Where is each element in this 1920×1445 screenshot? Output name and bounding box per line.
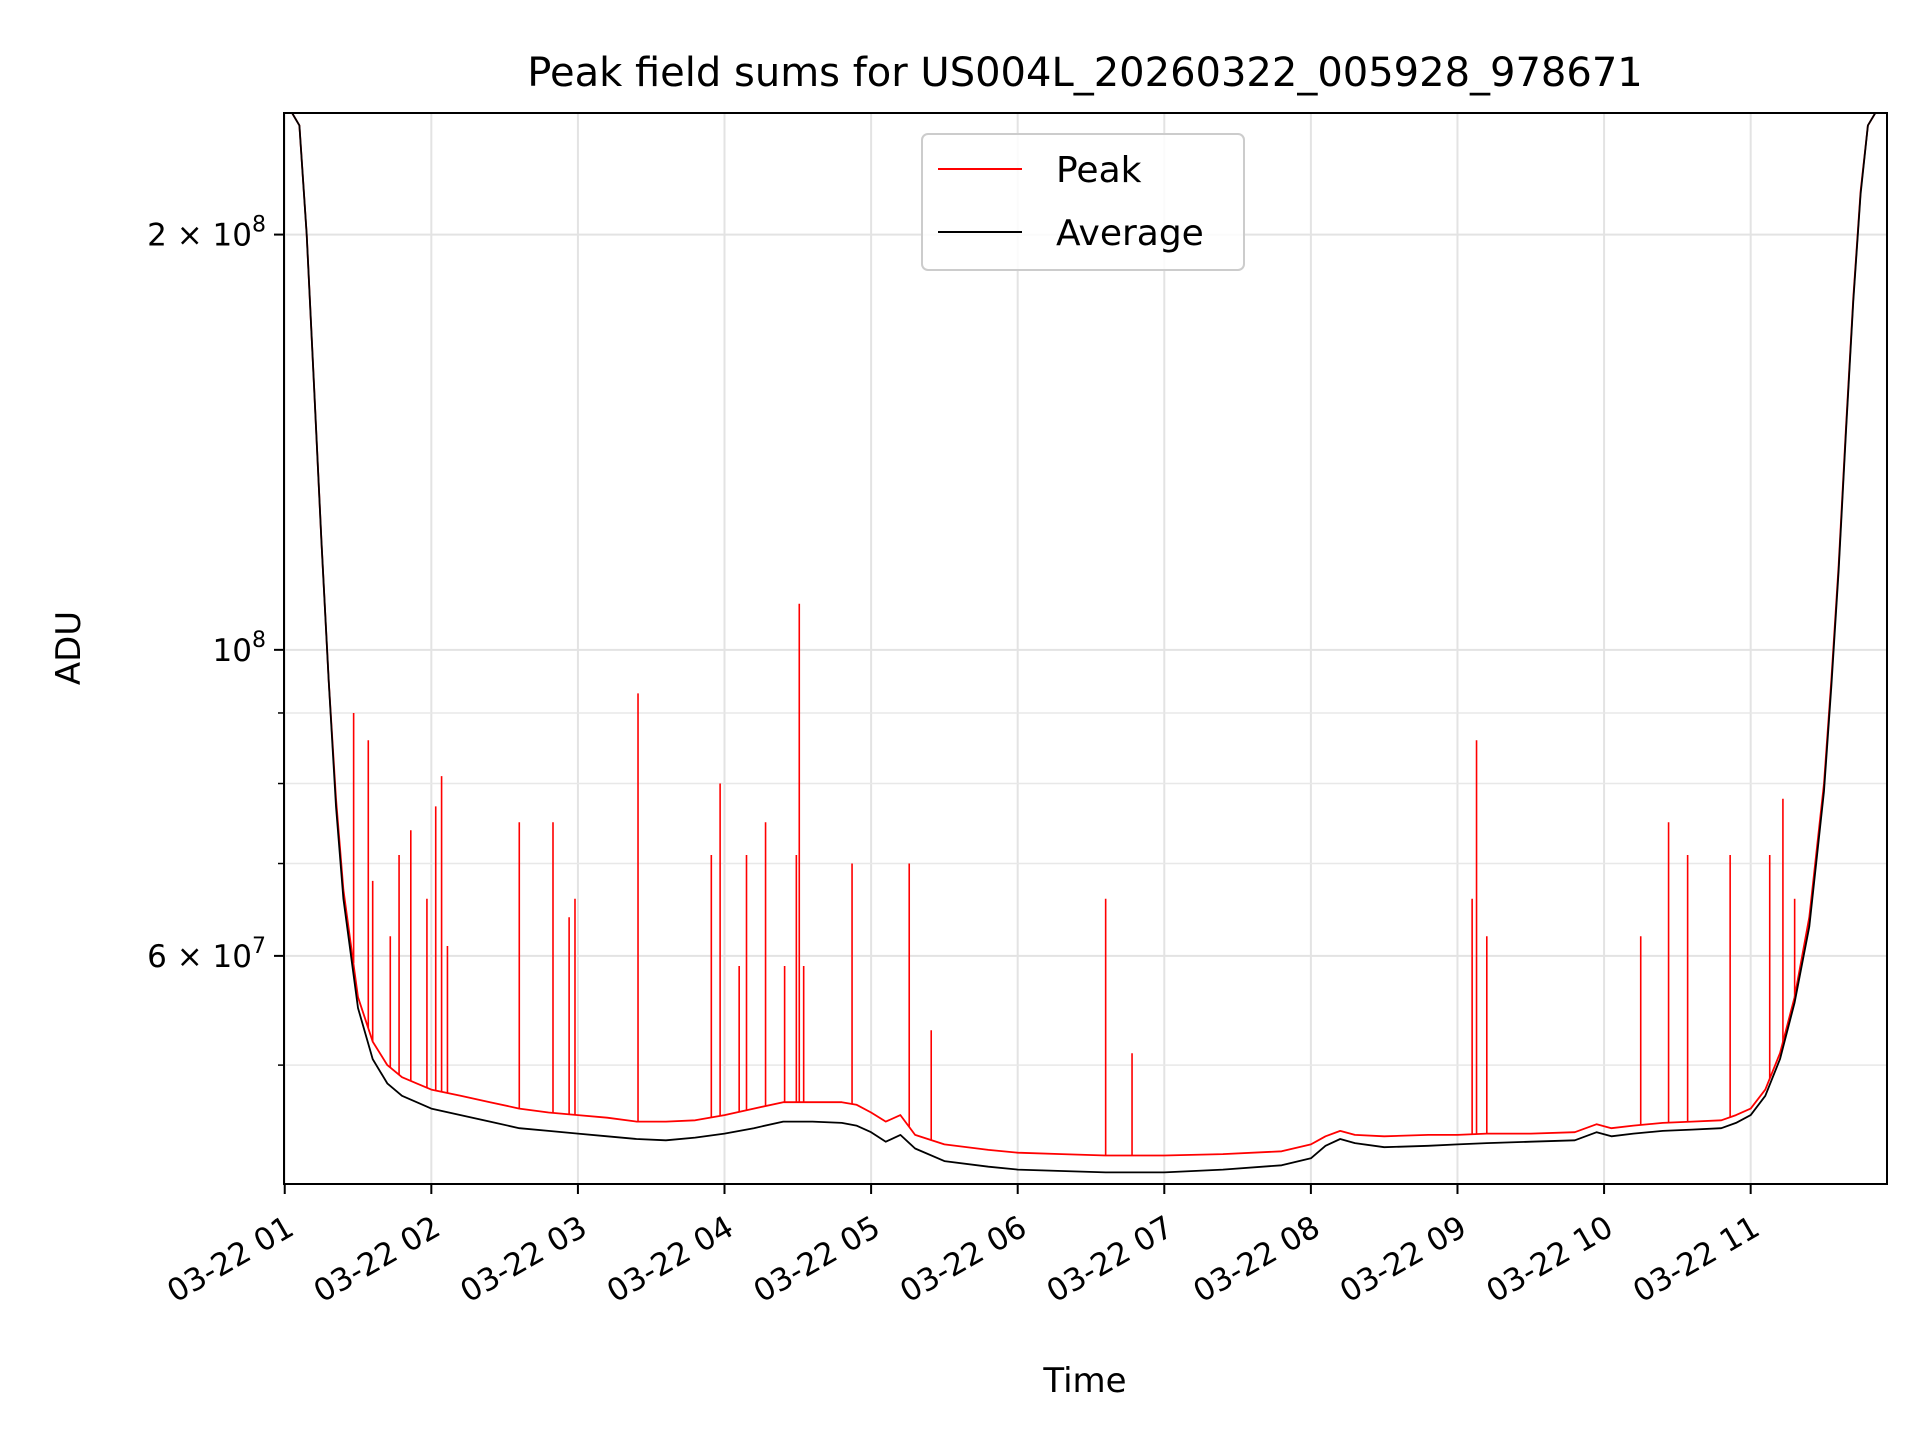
legend: Peak Average — [921, 133, 1245, 271]
series-clip-group — [284, 113, 1887, 1174]
x-tick-label: 03-22 08 — [1187, 1209, 1326, 1310]
x-tick-label: 03-22 01 — [161, 1209, 300, 1310]
x-tick-label: 03-22 10 — [1481, 1209, 1620, 1310]
y-tick-label: 108 — [213, 628, 266, 669]
x-tick-label: 03-22 02 — [308, 1209, 447, 1310]
y-axis-label: ADU — [49, 611, 89, 685]
x-tick-label: 03-22 09 — [1334, 1209, 1473, 1310]
plot-frame — [283, 112, 1888, 1185]
y-tick-label: 6 × 107 — [147, 934, 266, 975]
y-tick-label: 2 × 108 — [147, 213, 266, 254]
series-line-average — [284, 113, 1887, 1174]
x-tick-label: 03-22 07 — [1041, 1209, 1180, 1310]
x-tick-label: 03-22 06 — [894, 1209, 1033, 1310]
x-tick-label: 03-22 11 — [1627, 1209, 1766, 1310]
x-tick-label: 03-22 03 — [454, 1209, 593, 1310]
series-line-peak — [284, 113, 1887, 1157]
x-tick-label: 03-22 04 — [601, 1209, 740, 1310]
grid-layer — [283, 113, 1887, 1184]
legend-label-peak: Peak — [1056, 150, 1142, 191]
x-tick-label: 03-22 05 — [748, 1209, 887, 1310]
x-axis-label: Time — [1042, 1361, 1126, 1401]
series-layer — [284, 113, 1887, 1174]
chart-title: Peak field sums for US004L_20260322_0059… — [527, 50, 1642, 96]
legend-label-average: Average — [1056, 213, 1204, 254]
